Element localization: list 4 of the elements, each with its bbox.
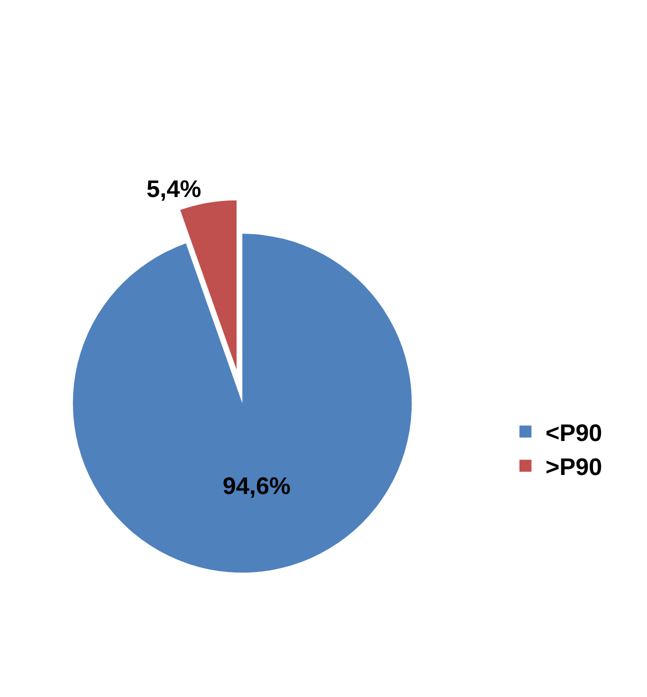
data-label: 94,6%	[222, 473, 291, 500]
legend-label: <P90	[545, 420, 602, 447]
data-label: 5,4%	[146, 176, 202, 204]
legend-label: >P90	[545, 454, 602, 482]
